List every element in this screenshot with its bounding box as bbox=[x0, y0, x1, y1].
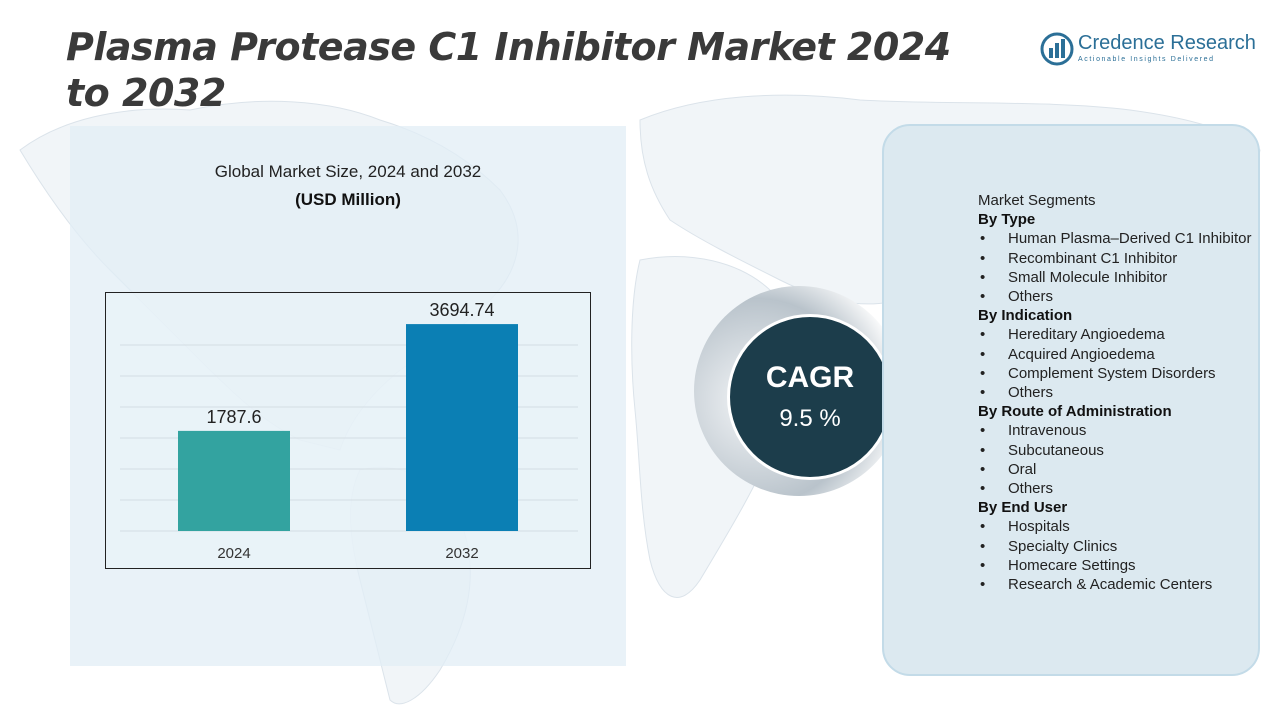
segment-group-title: By Type bbox=[978, 211, 1036, 229]
segment-group-title: By Route of Administration bbox=[978, 403, 1172, 421]
data-label-2032: 3694.74 bbox=[429, 300, 494, 320]
logo-name: Credence Research bbox=[1078, 32, 1256, 54]
page-title: Plasma Protease C1 Inhibitor Market 2024… bbox=[66, 25, 951, 115]
segment-group-items: Hospitals Specialty Clinics Homecare Set… bbox=[978, 517, 1268, 594]
bar-2024 bbox=[178, 430, 290, 531]
chart-unit: (USD Million) bbox=[295, 190, 401, 209]
segment-group-items: Hereditary Angioedema Acquired Angioedem… bbox=[978, 325, 1268, 402]
credence-logo-icon bbox=[1040, 32, 1074, 66]
segment-item: Homecare Settings bbox=[978, 556, 1268, 575]
segment-item: Subcutaneous bbox=[978, 441, 1268, 460]
segment-group-title: By End User bbox=[978, 499, 1068, 517]
segment-item: Acquired Angioedema bbox=[978, 345, 1268, 364]
x-tick-label-2032: 2032 bbox=[445, 545, 478, 562]
segment-item: Hereditary Angioedema bbox=[978, 325, 1268, 344]
segment-group-items: Human Plasma–Derived C1 Inhibitor Recomb… bbox=[978, 229, 1268, 306]
segment-item: Complement System Disorders bbox=[978, 364, 1268, 383]
logo-tagline: Actionable Insights Delivered bbox=[1078, 56, 1215, 63]
segment-item: Intravenous bbox=[978, 421, 1268, 440]
segment-group-items: Intravenous Subcutaneous Oral Others bbox=[978, 421, 1268, 498]
segment-group-title: By Indication bbox=[978, 307, 1073, 325]
bar-chart-svg: 1787.6 2024 3694.74 2032 bbox=[120, 300, 578, 562]
segment-item: Hospitals bbox=[978, 517, 1268, 536]
cagr-badge: CAGR 9.5 % bbox=[727, 314, 893, 480]
segment-item: Others bbox=[978, 479, 1268, 498]
segment-item: Small Molecule Inhibitor bbox=[978, 268, 1268, 287]
data-label-2024: 1787.6 bbox=[206, 407, 261, 427]
cagr-value: 9.5 % bbox=[779, 405, 841, 432]
segment-item: Human Plasma–Derived C1 Inhibitor bbox=[978, 229, 1268, 248]
segment-item: Oral bbox=[978, 460, 1268, 479]
segment-item: Others bbox=[978, 383, 1268, 402]
segment-item: Recombinant C1 Inhibitor bbox=[978, 249, 1268, 268]
segments-heading: Market Segments bbox=[978, 192, 1096, 209]
segment-item: Specialty Clinics bbox=[978, 537, 1268, 556]
cagr-label: CAGR bbox=[765, 361, 855, 394]
segment-item: Others bbox=[978, 287, 1268, 306]
segment-item: Research & Academic Centers bbox=[978, 575, 1268, 594]
bar-chart: 1787.6 2024 3694.74 2032 bbox=[105, 292, 591, 569]
segments-list: Market Segments By Type Human Plasma–Der… bbox=[978, 191, 1268, 594]
bar-2032 bbox=[406, 324, 518, 531]
chart-title: Global Market Size, 2024 and 2032 bbox=[214, 162, 482, 181]
credence-research-logo: Credence Research Actionable Insights De… bbox=[1040, 30, 1260, 70]
x-tick-label-2024: 2024 bbox=[217, 545, 250, 562]
